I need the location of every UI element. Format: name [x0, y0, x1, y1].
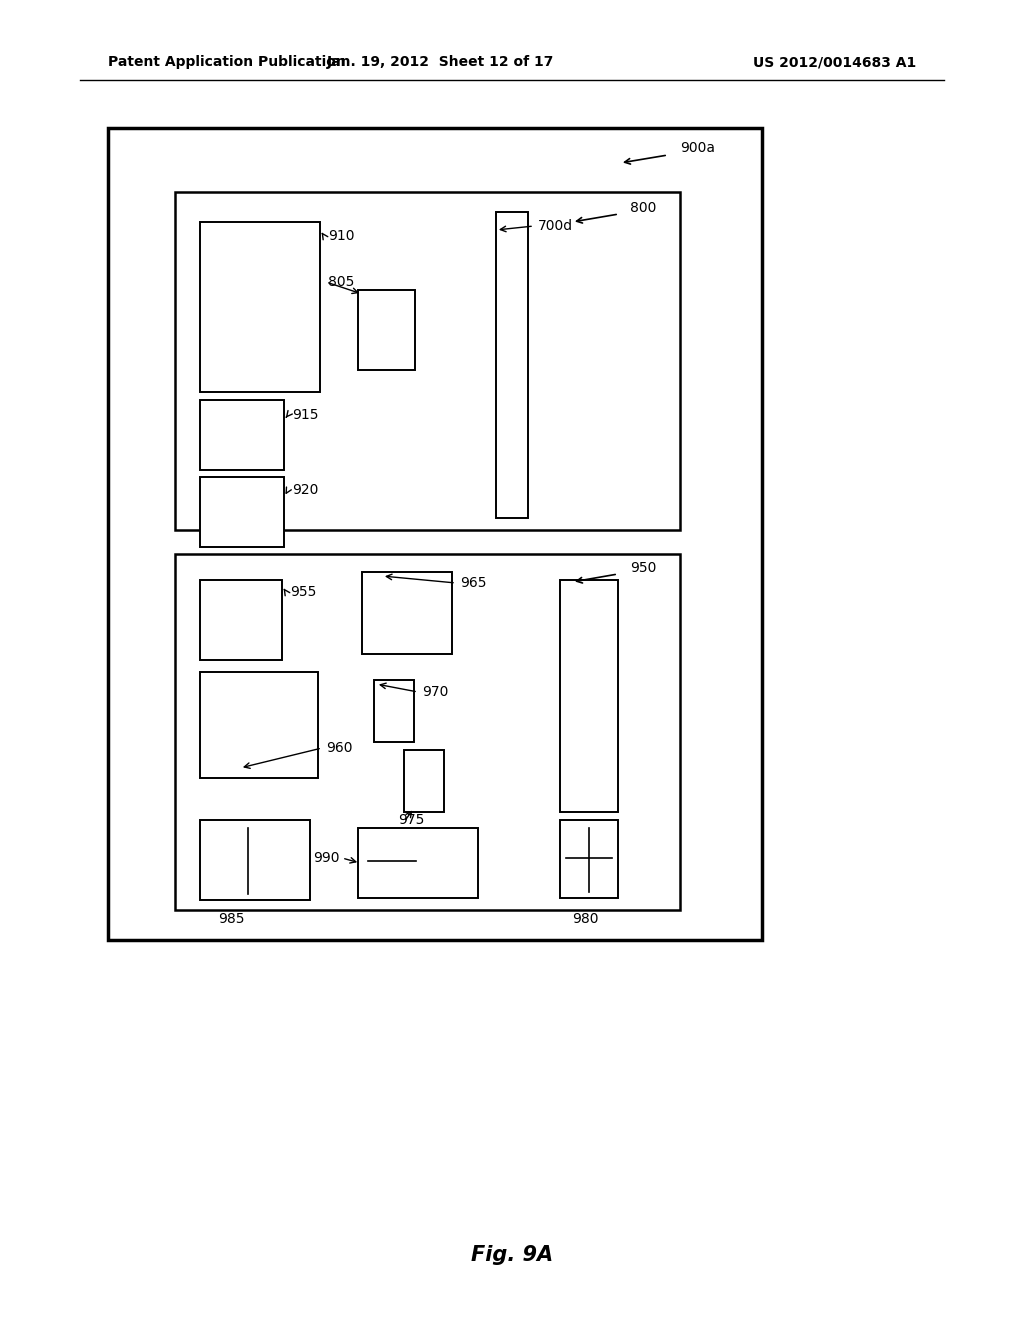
Bar: [200, 672, 318, 777]
Text: US 2012/0014683 A1: US 2012/0014683 A1: [753, 55, 916, 69]
Bar: [200, 222, 319, 392]
Bar: [200, 400, 284, 470]
Text: Jan. 19, 2012  Sheet 12 of 17: Jan. 19, 2012 Sheet 12 of 17: [327, 55, 554, 69]
Bar: [560, 820, 618, 898]
Bar: [358, 828, 478, 898]
Text: 970: 970: [422, 685, 449, 700]
Bar: [496, 213, 528, 517]
Bar: [560, 579, 618, 812]
Bar: [108, 128, 762, 940]
Text: 975: 975: [398, 813, 424, 828]
Text: Patent Application Publication: Patent Application Publication: [108, 55, 346, 69]
Text: 900a: 900a: [680, 141, 715, 154]
Text: 805: 805: [328, 275, 354, 289]
Bar: [404, 750, 444, 812]
Text: Fig. 9A: Fig. 9A: [471, 1245, 553, 1265]
Text: 950: 950: [630, 561, 656, 576]
Text: 990: 990: [313, 851, 340, 865]
Text: 985: 985: [218, 912, 245, 927]
Text: 960: 960: [326, 741, 352, 755]
Bar: [175, 554, 680, 909]
Bar: [175, 191, 680, 531]
Bar: [200, 477, 284, 546]
Text: 915: 915: [292, 408, 318, 422]
Text: 920: 920: [292, 483, 318, 498]
Text: 955: 955: [290, 585, 316, 599]
Bar: [200, 820, 310, 900]
Bar: [200, 579, 282, 660]
Text: 910: 910: [328, 228, 354, 243]
Text: 800: 800: [630, 201, 656, 215]
Text: 700d: 700d: [538, 219, 573, 234]
Bar: [374, 680, 414, 742]
Bar: [358, 290, 415, 370]
Bar: [362, 572, 452, 653]
Text: 965: 965: [460, 576, 486, 590]
Text: 980: 980: [572, 912, 598, 927]
